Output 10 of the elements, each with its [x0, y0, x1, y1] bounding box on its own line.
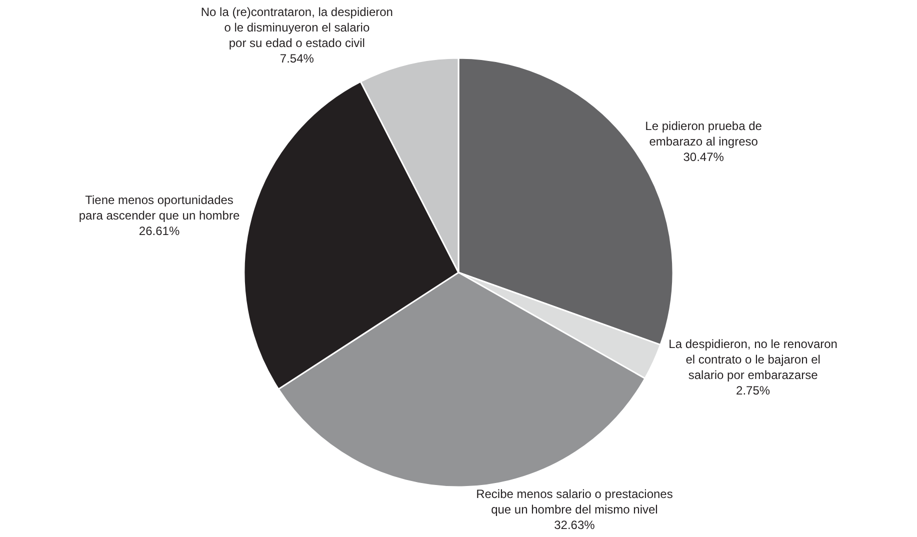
data-label: 26.61% — [138, 224, 180, 238]
data-label: 30.47% — [683, 150, 724, 164]
data-label: 32.63% — [554, 518, 596, 532]
slice-label: Tiene menos oportunidades para ascender que un hombre — [78, 193, 240, 223]
data-label: 2.75% — [736, 384, 770, 398]
slice-label: Le pidieron prueba de embarazo al ingreso — [645, 118, 762, 149]
slice-label: No la (re)contrataron, la despidieron o le disminuyeron el salario por su edad o estado civil — [200, 4, 393, 50]
slice-label: La despidieron, no le renovaron el contrato o le bajaron el salario por embarazarse — [668, 336, 838, 382]
slice-label: Recibe menos salario o prestaciones que un hombre del mismo nivel — [476, 486, 673, 516]
data-label: 7.54% — [280, 52, 314, 66]
